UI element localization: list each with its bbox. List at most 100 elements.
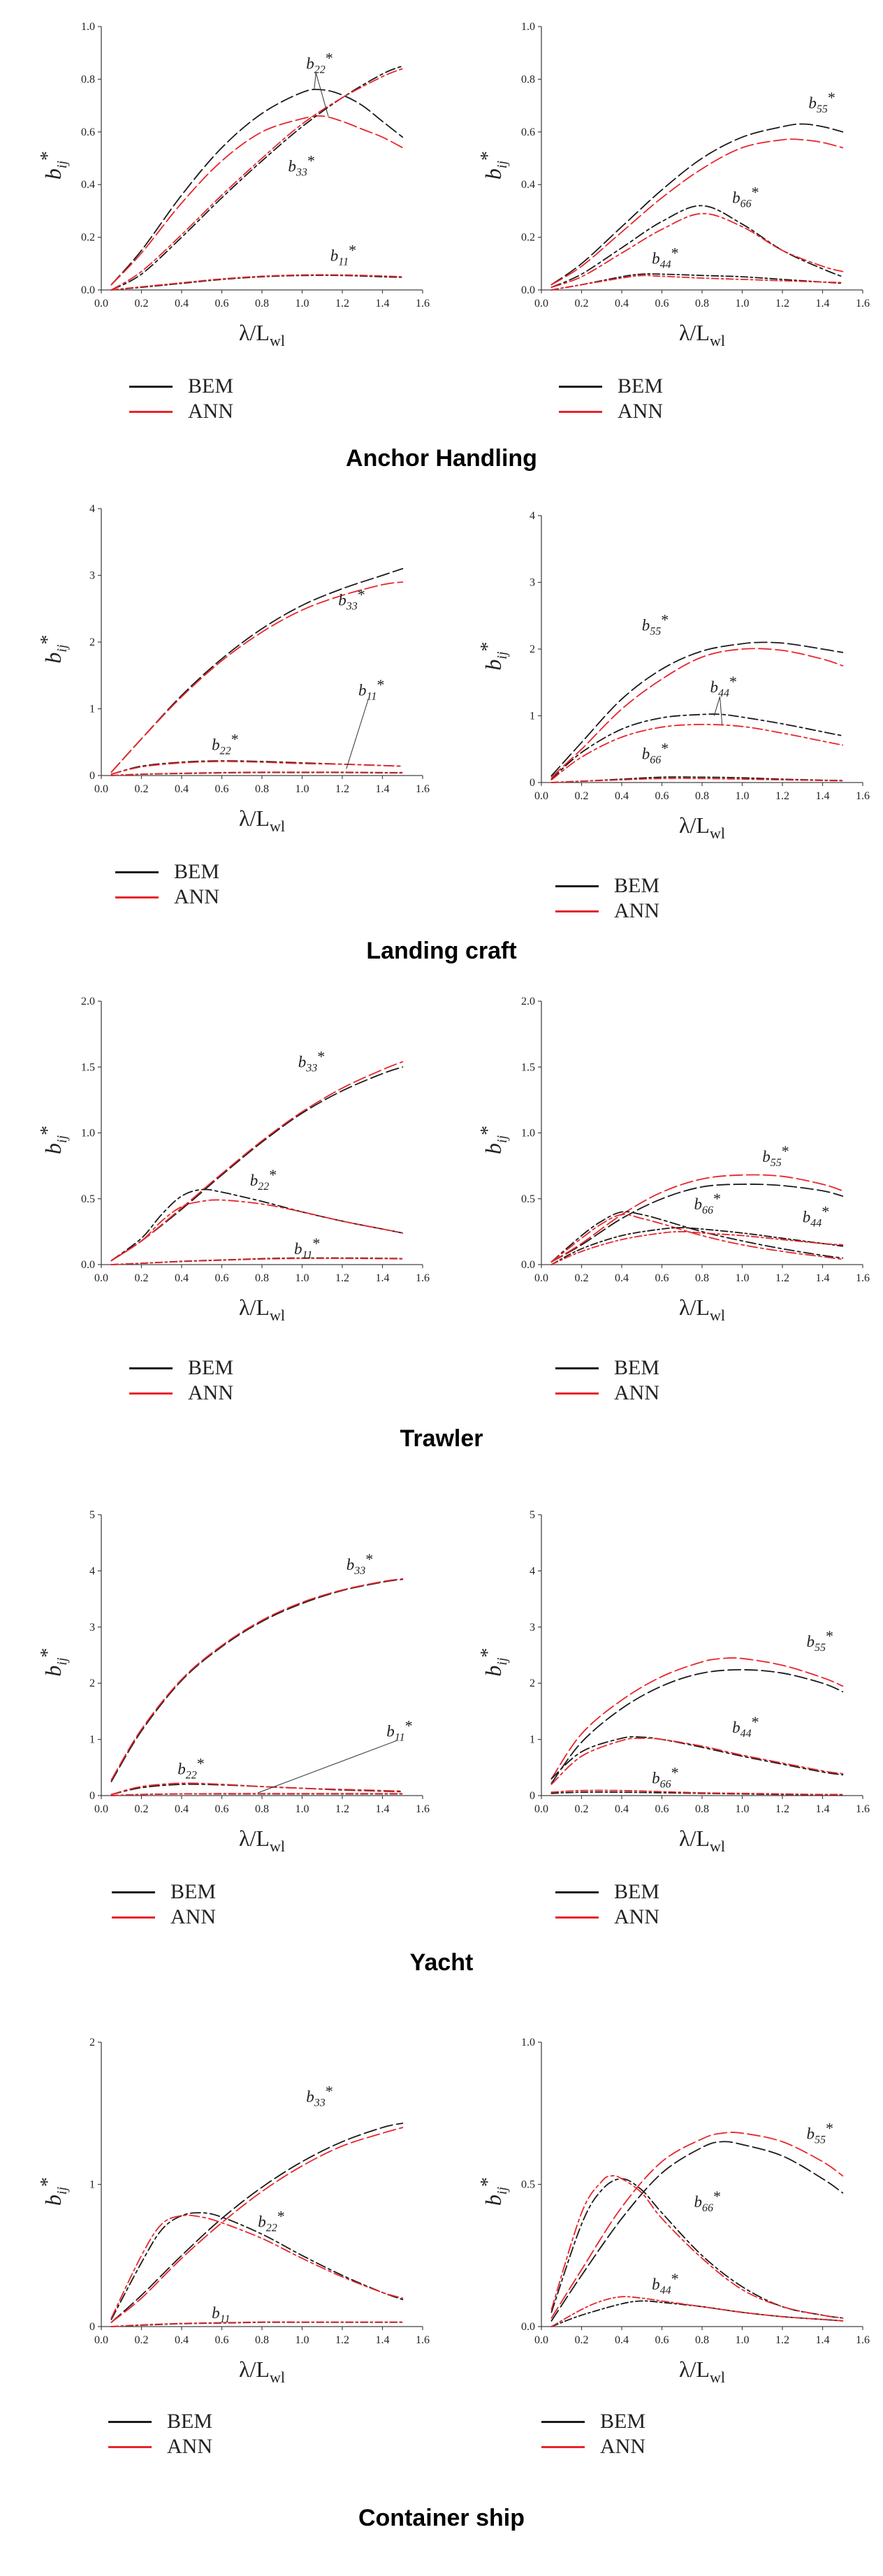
legend-ann-label: ANN [174, 885, 219, 908]
series-line-b11-bem [110, 1257, 404, 1265]
legend-anchor-handling-left: BEM ANN [129, 374, 233, 424]
y-tick-label: 1.0 [81, 1128, 95, 1140]
legend-ann-label: ANN [618, 400, 663, 423]
x-tick-label: 0.4 [175, 1272, 189, 1284]
y-tick-label: 0.0 [521, 2321, 535, 2333]
y-tick-label: 2.0 [81, 996, 95, 1007]
y-tick-label: 0.0 [81, 284, 95, 296]
series-line-b22-bem [110, 2212, 404, 2320]
y-tick-label: 0 [89, 2321, 95, 2333]
legend-bem-label: BEM [188, 374, 234, 398]
y-tick-label: 3 [530, 1622, 535, 1633]
y-tick-label: 1.0 [521, 2037, 535, 2049]
x-tick-label: 0.2 [135, 1803, 149, 1815]
annotation-label: b22* [250, 1166, 277, 1193]
x-axis-label: λ/Lwl [679, 1826, 725, 1855]
y-tick-label: 1.0 [521, 21, 535, 33]
x-tick-label: 1.4 [816, 790, 830, 802]
annotation-label: b22* [212, 731, 239, 757]
chart-yacht-rotational: 0.0 0.2 0.4 0.6 0.8 1.0 1.2 1.4 1.6 0 1 2 3 4 5 λ/Lwl bi… [477, 1509, 870, 1855]
x-tick-label: 0.8 [255, 1803, 269, 1815]
x-tick-label: 1.4 [376, 1272, 390, 1284]
series-line-b44-bem [550, 1735, 844, 1780]
legend-ann-swatch [559, 410, 602, 413]
x-tick-label: 1.4 [376, 783, 390, 795]
series-line-b33-ann [110, 1578, 404, 1781]
x-tick-label: 1.4 [376, 298, 390, 310]
y-tick-label: 0.8 [521, 73, 535, 85]
legend-bem-label: BEM [614, 1880, 660, 1903]
legend-ann-swatch [108, 2445, 152, 2448]
legend-bem-swatch [555, 1367, 599, 1369]
x-tick-label: 1.6 [416, 1803, 430, 1815]
series-line-b11-ann [110, 2321, 404, 2327]
legend-bem-label: BEM [170, 1880, 217, 1903]
annotation-label: b66* [694, 2188, 722, 2214]
y-tick-label: 2 [530, 1678, 535, 1689]
legend-trawler-left: BEM ANN [129, 1355, 233, 1406]
chart-landing-craft-translational: 0.0 0.2 0.4 0.6 0.8 1.0 1.2 1.4 1.6 0 1 2 3 4 λ/Lwl bij… [37, 503, 430, 835]
series-line-b66-bem [550, 1211, 844, 1263]
annotation-label: b33* [338, 585, 365, 612]
series-line-b33-ann [110, 1061, 404, 1262]
legend-ann-label: ANN [600, 2435, 645, 2458]
x-tick-label: 1.6 [856, 2334, 870, 2346]
chart-container-ship-rotational: 0.0 0.2 0.4 0.6 0.8 1.0 1.2 1.4 1.6 0.0 0.5 1.0 λ/Lw… [477, 2037, 870, 2386]
x-tick-label: 0.0 [534, 790, 548, 802]
annotation-label: b11* [358, 676, 384, 702]
legend-anchor-handling-right: BEM ANN [559, 374, 663, 424]
x-tick-label: 0.6 [655, 790, 669, 802]
series-line-b55-bem [550, 1184, 844, 1263]
legend-ann-label: ANN [167, 2435, 212, 2458]
series-line-b33-ann [110, 68, 404, 291]
x-tick-label: 0.8 [695, 298, 709, 310]
series-line-b44-bem [550, 713, 844, 780]
series-line-b44-ann [550, 275, 844, 291]
chart-anchor-handling-rotational: 0.0 0.2 0.4 0.6 0.8 1.0 1.2 1.4 1.6 0.0 0.2 0.4 0.6 0… [477, 21, 870, 349]
x-tick-label: 0.6 [215, 2334, 229, 2346]
x-tick-label: 1.0 [736, 1272, 750, 1284]
x-tick-label: 1.4 [816, 1272, 830, 1284]
y-tick-label: 0.0 [81, 1259, 95, 1271]
x-tick-label: 0.0 [94, 2334, 108, 2346]
series-line-b22-ann [110, 760, 404, 775]
x-tick-label: 0.2 [135, 298, 149, 310]
y-tick-label: 4 [89, 503, 95, 515]
x-tick-label: 0.4 [615, 298, 629, 310]
y-axis-label: bij* [37, 634, 70, 663]
y-tick-label: 0.4 [521, 179, 535, 191]
legend-ann-swatch [129, 410, 173, 413]
y-tick-label: 1 [530, 711, 535, 722]
series-line-b11-ann [110, 771, 404, 776]
series-line-b22-ann [110, 2214, 404, 2319]
x-axis-label: λ/Lwl [679, 320, 725, 349]
series-line-b44-ann [550, 1737, 844, 1785]
annotation-label: b11* [294, 1235, 320, 1261]
legend-ann-swatch [115, 896, 159, 898]
series-line-b55-ann [550, 1657, 844, 1780]
legend-bem-label: BEM [600, 2410, 646, 2433]
x-tick-label: 1.6 [416, 783, 430, 795]
legend-container-ship-left: BEM ANN [108, 2409, 212, 2459]
legend-bem-label: BEM [174, 860, 220, 883]
y-tick-label: 5 [89, 1509, 95, 1521]
y-tick-label: 3 [530, 577, 535, 589]
x-tick-label: 1.4 [816, 298, 830, 310]
series-line-b55-bem [550, 123, 844, 286]
x-tick-label: 0.6 [655, 1803, 669, 1815]
x-axis-label: λ/Lwl [679, 2357, 725, 2386]
series-line-b66-ann [550, 2175, 844, 2319]
x-axis-label: λ/Lwl [679, 1295, 725, 1324]
legend-bem-swatch [129, 385, 173, 388]
x-axis-label: λ/Lwl [239, 1826, 285, 1855]
x-tick-label: 0.4 [175, 298, 189, 310]
legend-ann-label: ANN [614, 1905, 659, 1928]
x-tick-label: 0.6 [655, 298, 669, 310]
y-axis-label: bij* [477, 2177, 510, 2206]
annotation-label: b44* [803, 1203, 830, 1230]
chart-anchor-handling-translational: 0.0 0.2 0.4 0.6 0.8 1.0 1.2 1.4 1.6 0.0 0.2 0.4 0.6 0… [37, 21, 430, 349]
y-tick-label: 0.5 [81, 1193, 95, 1205]
x-tick-label: 0.8 [255, 2334, 269, 2346]
series-line-b66-bem [550, 776, 844, 783]
x-tick-label: 1.2 [775, 298, 789, 310]
